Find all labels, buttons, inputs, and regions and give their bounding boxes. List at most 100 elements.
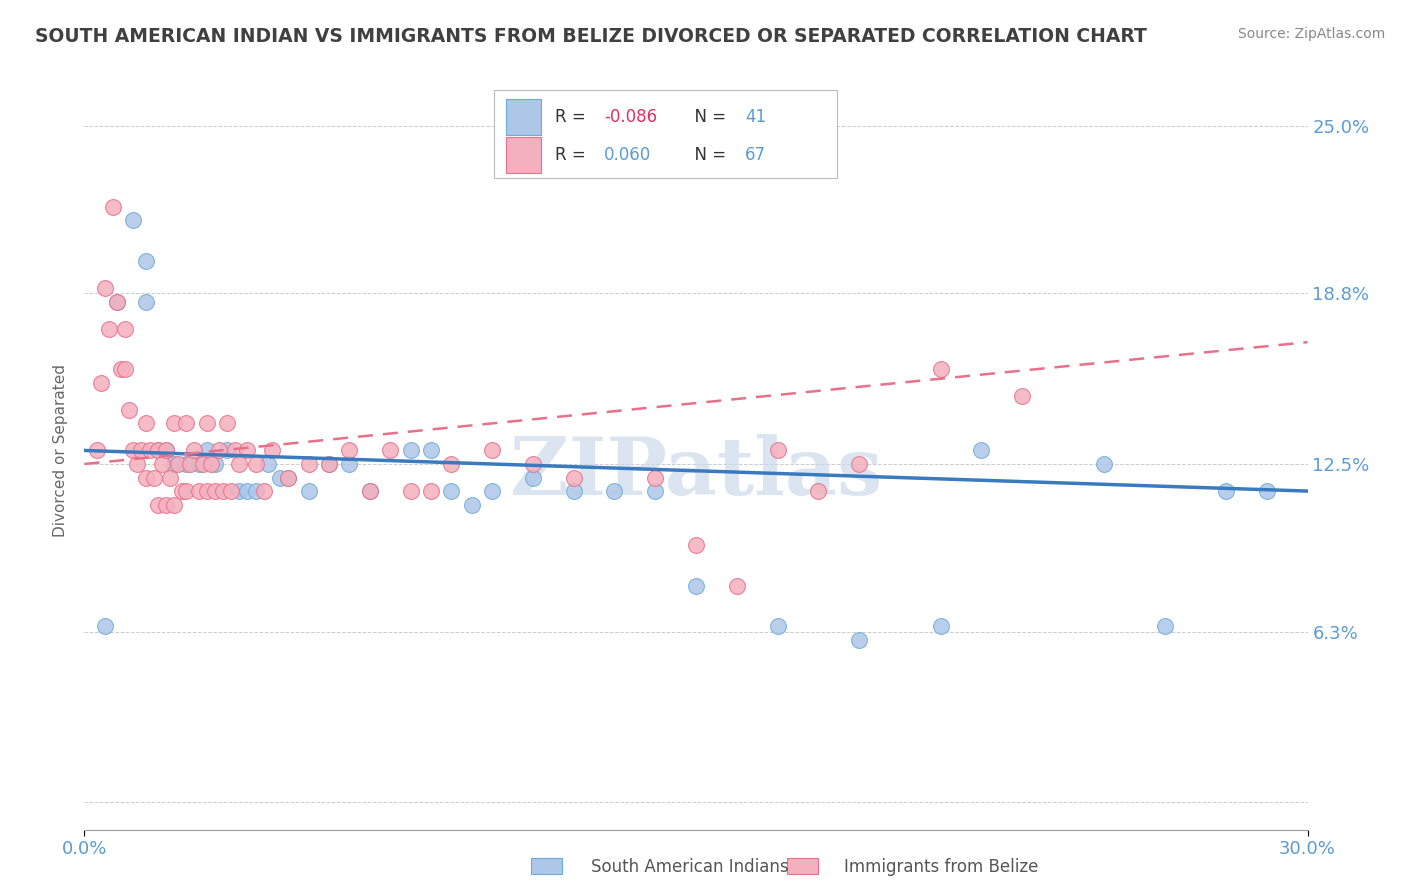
Point [93,281,115,295]
Point [90,376,112,390]
Point [167,457,190,471]
Point [155,443,177,458]
Point [97,321,120,335]
Point [766,443,789,458]
Point [127,457,149,471]
Point [970,443,993,458]
Point [380,443,402,458]
Point [318,457,340,471]
Point [135,294,157,309]
Point [187,457,209,471]
Point [318,457,340,471]
Point [1011,389,1033,403]
Point [138,443,160,458]
Point [135,417,157,431]
Point [163,498,186,512]
Point [135,470,157,484]
Point [105,294,128,309]
Point [766,619,789,633]
Text: ZIPatlas: ZIPatlas [510,434,882,512]
Point [1092,457,1115,471]
FancyBboxPatch shape [506,136,541,173]
Point [359,484,381,499]
Point [217,443,239,458]
Point [644,484,666,499]
Point [929,619,952,633]
Point [725,579,748,593]
Point [159,470,181,484]
Point [146,443,169,458]
Point [101,200,124,214]
Text: Source: ZipAtlas.com: Source: ZipAtlas.com [1237,27,1385,41]
Point [174,484,197,499]
Point [228,484,250,499]
Point [562,470,585,484]
Point [440,457,463,471]
Text: N =: N = [683,108,731,126]
Point [339,443,361,458]
Text: R =: R = [555,145,592,164]
Point [118,402,141,417]
Point [187,484,209,499]
Point [522,470,544,484]
Point [142,470,165,484]
Point [440,484,463,499]
Point [219,484,242,499]
Point [228,457,250,471]
Point [122,443,145,458]
Point [86,443,108,458]
Point [155,498,177,512]
Point [522,457,544,471]
Point [163,417,186,431]
Point [146,443,169,458]
Point [174,417,197,431]
Point [191,457,214,471]
FancyBboxPatch shape [787,858,818,874]
Point [122,213,145,227]
Point [260,443,283,458]
Point [298,457,321,471]
Point [93,619,115,633]
Point [685,579,707,593]
Point [204,457,226,471]
FancyBboxPatch shape [506,99,541,135]
Point [298,484,321,499]
Point [420,484,443,499]
Point [603,484,626,499]
FancyBboxPatch shape [531,858,562,874]
Point [245,457,267,471]
Text: R =: R = [555,108,592,126]
Text: 67: 67 [745,145,766,164]
Point [807,484,830,499]
Point [481,443,503,458]
FancyBboxPatch shape [494,90,837,178]
Point [208,443,231,458]
Text: South American Indians: South American Indians [591,858,789,876]
Point [131,443,153,458]
Point [685,538,707,552]
Point [1215,484,1237,499]
Point [105,294,128,309]
Point [224,443,246,458]
Point [399,443,422,458]
Point [212,484,235,499]
Point [236,484,259,499]
Point [277,470,299,484]
Point [110,362,132,376]
Point [183,443,205,458]
Point [174,457,197,471]
Point [179,457,201,471]
Point [399,484,422,499]
Y-axis label: Divorced or Separated: Divorced or Separated [53,364,69,537]
Point [359,484,381,499]
Point [481,484,503,499]
Text: 41: 41 [745,108,766,126]
Point [644,470,666,484]
Point [135,254,157,268]
Point [195,484,218,499]
Point [562,484,585,499]
Text: Immigrants from Belize: Immigrants from Belize [844,858,1038,876]
Point [195,417,218,431]
Point [150,457,173,471]
Point [848,633,870,648]
